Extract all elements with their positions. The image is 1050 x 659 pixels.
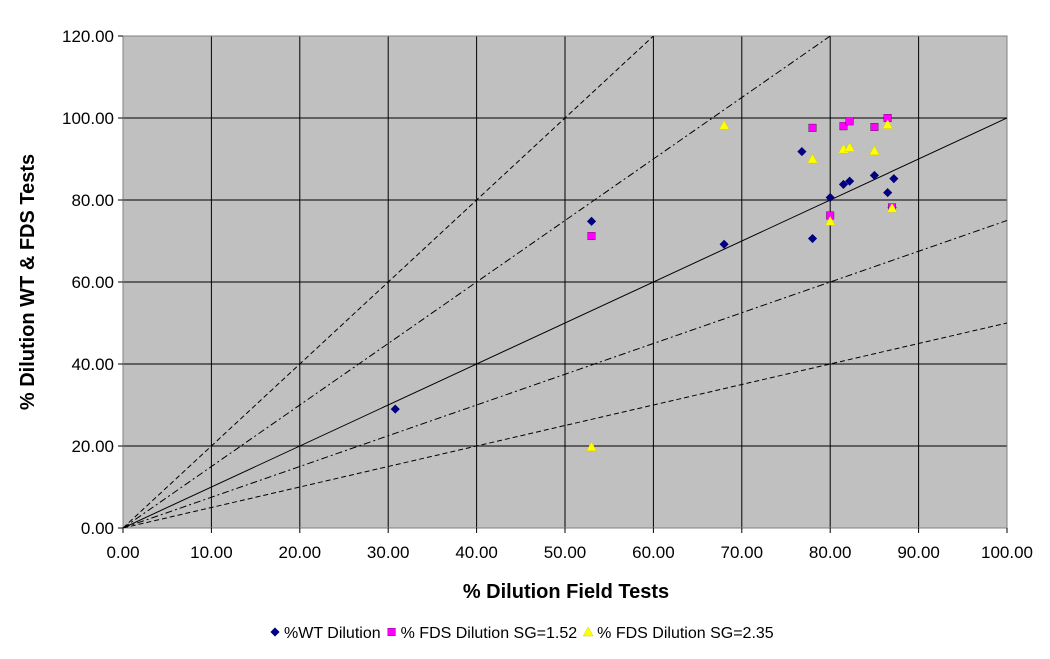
data-point-square xyxy=(808,123,817,132)
data-points xyxy=(390,114,899,452)
data-point-square xyxy=(845,117,854,126)
data-point-triangle xyxy=(824,215,836,226)
y-tick-label: 60.00 xyxy=(71,273,114,292)
x-tick-label: 90.00 xyxy=(897,543,940,562)
y-tick-label: 120.00 xyxy=(62,27,114,46)
plot-area xyxy=(122,35,1008,529)
data-point-square xyxy=(587,232,596,241)
reference-lines xyxy=(123,36,1007,528)
data-point-triangle xyxy=(586,441,597,452)
x-tick-label: 70.00 xyxy=(721,543,764,562)
y-tick-label: 20.00 xyxy=(71,437,114,456)
legend-marker-triangle xyxy=(582,626,594,637)
y-tick-label: 100.00 xyxy=(62,109,114,128)
data-point-diamond xyxy=(883,188,893,198)
x-tick-label: 40.00 xyxy=(455,543,498,562)
x-tick-label: 10.00 xyxy=(190,543,233,562)
data-point-triangle xyxy=(718,119,730,130)
legend-marker-diamond xyxy=(270,627,280,637)
reference-line-slope-1 xyxy=(123,117,1007,528)
y-tick-label: 40.00 xyxy=(71,355,114,374)
data-point-triangle xyxy=(869,145,880,156)
legend-label: % FDS Dilution SG=1.52 xyxy=(401,625,578,642)
x-tick-label: 0.00 xyxy=(106,543,139,562)
data-point-diamond xyxy=(889,174,899,184)
x-tick-label: 50.00 xyxy=(544,543,587,562)
data-point-diamond xyxy=(838,179,849,189)
data-point-triangle xyxy=(886,202,898,213)
data-point-diamond xyxy=(586,216,597,226)
data-point-triangle xyxy=(882,119,893,129)
data-point-diamond xyxy=(719,239,729,249)
reference-line-slope-2 xyxy=(123,36,654,528)
data-point-square xyxy=(870,123,879,131)
data-point-diamond xyxy=(825,192,835,203)
data-point-diamond xyxy=(807,233,818,244)
data-point-triangle xyxy=(844,142,855,152)
x-tick-label: 30.00 xyxy=(367,543,410,562)
data-point-square xyxy=(839,122,848,131)
data-point-diamond xyxy=(845,176,855,186)
reference-line-slope-0.5 xyxy=(123,322,1007,528)
x-tick-label: 100.00 xyxy=(981,543,1033,562)
y-tick-label: 0.00 xyxy=(81,519,114,538)
data-point-diamond xyxy=(869,170,879,180)
y-tick-label: 80.00 xyxy=(71,191,114,210)
reference-line-slope-1.5 xyxy=(123,36,831,528)
data-point-diamond xyxy=(797,147,807,157)
x-axis-title: % Dilution Field Tests xyxy=(463,581,669,603)
x-tick-label: 80.00 xyxy=(809,543,852,562)
data-point-triangle xyxy=(807,153,818,164)
reference-line-slope-0.75 xyxy=(123,220,1007,528)
y-axis-ticks: 0.00 20.00 40.00 60.00 80.00 100.00 120.00 xyxy=(62,27,123,538)
legend-label: % FDS Dilution SG=2.35 xyxy=(597,625,774,642)
legend: %WT Dilution % FDS Dilution SG=1.52 % FDS … xyxy=(270,625,774,642)
y-axis-title: % Dilution WT & FDS Tests xyxy=(17,154,39,410)
data-point-diamond xyxy=(390,404,400,414)
x-tick-label: 20.00 xyxy=(279,543,322,562)
x-tick-label: 60.00 xyxy=(632,543,675,562)
x-axis-ticks: 0.00 10.00 20.00 30.00 40.00 50.00 60.00 70.00 8… xyxy=(106,528,1033,562)
legend-label: %WT Dilution xyxy=(284,625,381,642)
legend-marker-square xyxy=(387,628,396,636)
